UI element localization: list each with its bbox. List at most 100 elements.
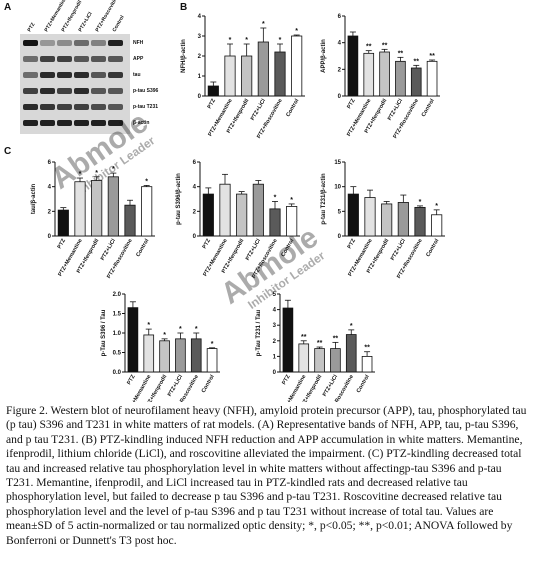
blot-band <box>40 56 55 62</box>
blot-band <box>23 56 38 62</box>
y-tick-label: 1.0 <box>113 331 122 337</box>
significance-mark: ** <box>382 42 388 49</box>
blot-band <box>74 88 89 94</box>
bar <box>143 334 155 373</box>
significance-mark: * <box>290 197 293 204</box>
significance-mark: * <box>419 199 422 206</box>
y-tick-label: 0 <box>48 234 52 240</box>
bar <box>314 348 325 373</box>
bar <box>159 340 170 373</box>
significance-mark: * <box>279 37 282 44</box>
bar <box>431 214 443 237</box>
significance-mark: * <box>95 170 98 177</box>
significance-mark: ** <box>366 44 372 51</box>
y-tick-label: 6 <box>48 160 52 166</box>
bar <box>426 60 438 97</box>
x-tick-label: PTZ <box>346 97 357 110</box>
bar <box>347 193 359 237</box>
y-axis-label: tau/β-actin <box>31 184 37 215</box>
x-tick-label: Control <box>285 98 300 118</box>
y-tick-label: 0 <box>338 94 342 100</box>
significance-mark: * <box>163 332 166 339</box>
y-tick-label: 1.5 <box>113 312 122 318</box>
blot-band <box>91 56 106 62</box>
blot-band <box>91 88 106 94</box>
bar <box>141 186 153 237</box>
y-axis-label: p-Tau T231 / Tau <box>256 309 262 356</box>
blot-band <box>91 104 106 110</box>
blot-band <box>74 120 89 126</box>
y-tick-label: 2 <box>198 54 202 60</box>
bar <box>190 338 202 373</box>
significance-mark: ** <box>414 58 420 65</box>
bar <box>241 55 253 97</box>
y-tick-label: 2 <box>273 339 277 345</box>
blot-column-label: PTZ <box>27 22 37 33</box>
bar <box>219 183 231 237</box>
blot-band <box>74 56 89 62</box>
bar <box>57 209 69 237</box>
blot-band <box>74 72 89 78</box>
significance-mark: ** <box>364 345 370 352</box>
significance-mark: ** <box>317 340 323 347</box>
bar <box>282 307 294 373</box>
blot-row-label: p-tau S396 <box>133 88 159 94</box>
bar <box>291 35 303 97</box>
significance-mark: * <box>195 326 198 333</box>
x-tick-label: PTZ+LiCl <box>100 238 117 262</box>
x-tick-label: PTZ <box>126 373 137 386</box>
bar <box>286 205 298 237</box>
blot-band <box>91 120 106 126</box>
panel-letter: C <box>4 146 11 157</box>
blot-band <box>74 104 89 110</box>
y-axis-label: APP/β-actin <box>321 39 327 73</box>
y-tick-label: 5 <box>338 209 342 215</box>
bar <box>274 51 286 97</box>
bar <box>175 338 186 373</box>
y-tick-label: 15 <box>334 160 341 166</box>
blot-row-label: APP <box>133 56 144 62</box>
significance-mark: * <box>350 323 353 330</box>
x-tick-label: PTZ+LiCl <box>322 374 339 398</box>
blot-band <box>108 104 123 110</box>
x-tick-label: Control <box>201 374 216 394</box>
x-tick-label: Control <box>356 374 371 394</box>
y-tick-label: 2.0 <box>113 292 122 298</box>
y-tick-label: 4 <box>198 14 202 20</box>
blot-band <box>108 56 123 62</box>
bar <box>330 348 341 373</box>
x-tick-label: PTZ+LiCl <box>250 98 267 122</box>
significance-mark: * <box>145 178 148 185</box>
blot-band <box>40 72 55 78</box>
bar <box>364 197 376 237</box>
blot-band <box>74 40 89 46</box>
significance-mark: ** <box>429 53 435 60</box>
y-tick-label: 2 <box>193 209 197 215</box>
bar <box>236 193 248 237</box>
bar <box>269 208 281 237</box>
blot-band <box>23 120 38 126</box>
bar <box>361 355 373 373</box>
significance-mark: * <box>262 21 265 28</box>
bar <box>91 180 103 237</box>
y-tick-label: 2 <box>48 209 52 215</box>
x-tick-label: Control <box>425 238 440 258</box>
bar <box>224 55 236 97</box>
bar <box>379 51 390 97</box>
panel-letter: B <box>180 2 187 13</box>
y-tick-label: 4 <box>273 308 277 314</box>
y-axis-label: NFH/β-actin <box>181 39 187 73</box>
y-tick-label: 3 <box>273 323 277 329</box>
blot-band <box>57 120 72 126</box>
x-tick-label: Control <box>135 238 150 258</box>
significance-mark: * <box>229 37 232 44</box>
bar <box>347 35 359 97</box>
bar <box>127 307 139 373</box>
y-axis-label: p-Tau S396 / Tau <box>101 309 107 356</box>
bar <box>363 52 375 97</box>
blot-band <box>40 40 55 46</box>
y-axis-label: p-tau S396/β-actin <box>176 173 182 225</box>
x-tick-label: PTZ <box>202 237 213 250</box>
bar <box>257 41 269 97</box>
y-tick-label: 6 <box>193 160 197 166</box>
